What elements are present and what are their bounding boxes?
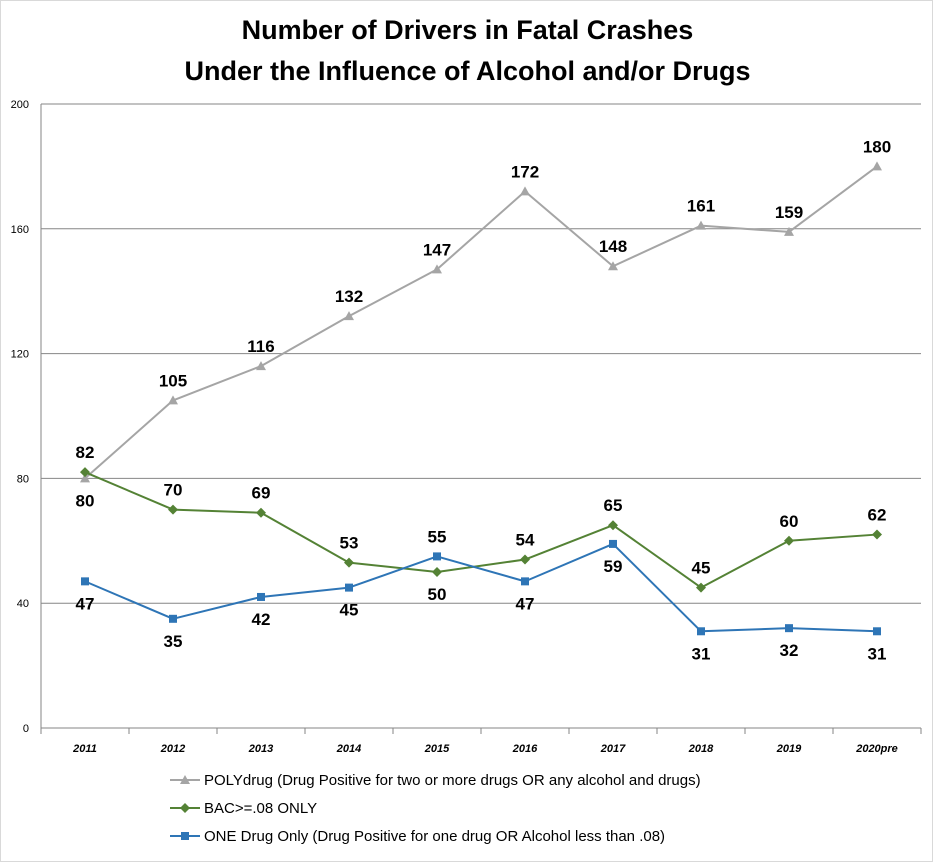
- data-label-polydrug: 148: [599, 237, 627, 256]
- legend-swatch-bac: [170, 803, 200, 813]
- legend-label-one-drug: ONE Drug Only (Drug Positive for one dru…: [204, 827, 666, 845]
- point-marker-one-drug: [609, 539, 617, 548]
- point-marker-polydrug: [344, 311, 354, 321]
- point-marker-one-drug: [433, 552, 441, 561]
- point-marker-polydrug: [432, 264, 442, 274]
- x-tick-label-2017: 2017: [600, 743, 626, 755]
- point-marker-one-drug: [521, 577, 529, 586]
- point-marker-bac: [344, 557, 354, 568]
- data-label-one-drug: 31: [692, 644, 711, 663]
- data-label-one-drug: 45: [340, 601, 359, 620]
- data-label-bac: 69: [252, 484, 271, 503]
- legend-item-polydrug: POLYdrug (Drug Positive for two or more …: [170, 766, 701, 794]
- data-label-polydrug: 180: [863, 137, 891, 156]
- data-label-polydrug: 161: [687, 197, 715, 216]
- point-marker-polydrug: [872, 161, 882, 171]
- point-marker-polydrug: [696, 220, 706, 230]
- data-label-bac: 65: [604, 496, 623, 515]
- point-marker-one-drug: [697, 627, 705, 636]
- y-tick-label-80: 80: [17, 473, 29, 485]
- point-marker-bac: [520, 554, 530, 565]
- data-label-polydrug: 132: [335, 287, 363, 306]
- x-tick-label-2014: 2014: [336, 743, 361, 755]
- data-label-bac: 54: [516, 531, 535, 550]
- legend-item-one-drug: ONE Drug Only (Drug Positive for one dru…: [170, 822, 701, 850]
- data-label-one-drug: 35: [164, 632, 183, 651]
- x-tick-label-2018: 2018: [688, 743, 714, 755]
- point-marker-bac: [872, 529, 882, 540]
- point-marker-bac: [784, 535, 794, 546]
- x-tick-label-2015: 2015: [424, 743, 450, 755]
- data-label-one-drug: 59: [604, 557, 623, 576]
- legend-item-bac: BAC>=.08 ONLY: [170, 794, 701, 822]
- point-marker-polydrug: [168, 395, 178, 405]
- point-marker-one-drug: [785, 624, 793, 633]
- data-label-bac: 50: [428, 585, 447, 604]
- legend-swatch-polydrug: [170, 775, 200, 784]
- point-marker-bac: [256, 507, 266, 518]
- x-tick-label-2020pre: 2020pre: [855, 743, 898, 755]
- data-label-polydrug: 80: [76, 491, 95, 510]
- x-tick-label-2019: 2019: [776, 743, 802, 755]
- x-tick-label-2013: 2013: [248, 743, 273, 755]
- point-marker-one-drug: [169, 614, 177, 623]
- data-label-bac: 82: [76, 443, 95, 462]
- data-label-one-drug: 47: [516, 594, 535, 613]
- data-label-polydrug: 147: [423, 240, 451, 259]
- point-marker-bac: [168, 504, 178, 515]
- data-label-bac: 60: [780, 512, 799, 531]
- point-marker-polydrug: [608, 261, 618, 271]
- y-tick-label-40: 40: [17, 598, 29, 610]
- point-marker-one-drug: [873, 627, 881, 636]
- data-label-one-drug: 31: [868, 644, 887, 663]
- point-marker-polydrug: [256, 361, 266, 371]
- series-line-one-drug: [84, 542, 878, 633]
- data-label-polydrug: 116: [247, 337, 274, 356]
- point-marker-one-drug: [257, 592, 265, 601]
- y-tick-label-160: 160: [11, 224, 29, 236]
- chart-title-line-2: Under the Influence of Alcohol and/or Dr…: [184, 56, 751, 86]
- point-marker-polydrug: [80, 473, 90, 483]
- point-marker-polydrug: [784, 226, 794, 236]
- point-marker-bac: [608, 520, 618, 531]
- data-label-one-drug: 47: [76, 594, 95, 613]
- data-label-one-drug: 55: [428, 527, 447, 546]
- data-label-polydrug: 172: [511, 162, 539, 181]
- x-tick-label-2016: 2016: [512, 743, 538, 755]
- chart-legend: POLYdrug (Drug Positive for two or more …: [170, 766, 701, 850]
- point-marker-bac: [432, 567, 442, 577]
- data-label-bac: 53: [340, 534, 359, 553]
- legend-swatch-one-drug: [170, 832, 200, 840]
- data-label-bac: 70: [164, 481, 183, 500]
- x-tick-label-2011: 2011: [72, 743, 97, 755]
- data-label-polydrug: 105: [159, 371, 187, 390]
- point-marker-bac: [696, 582, 706, 593]
- point-marker-one-drug: [345, 583, 353, 592]
- y-tick-label-200: 200: [11, 99, 29, 111]
- legend-label-bac: BAC>=.08 ONLY: [204, 799, 318, 817]
- point-marker-one-drug: [81, 577, 89, 586]
- x-tick-label-2012: 2012: [160, 743, 185, 755]
- series-line-polydrug: [84, 165, 878, 480]
- data-label-one-drug: 42: [252, 610, 271, 629]
- series-line-bac: [84, 471, 878, 589]
- data-label-bac: 45: [692, 559, 711, 578]
- y-tick-label-0: 0: [23, 723, 29, 735]
- point-marker-bac: [80, 467, 90, 478]
- data-label-polydrug: 159: [775, 203, 803, 222]
- data-label-one-drug: 32: [780, 641, 799, 660]
- point-marker-polydrug: [520, 186, 530, 196]
- y-tick-label-120: 120: [11, 349, 29, 361]
- data-label-bac: 62: [868, 506, 887, 525]
- legend-label-polydrug: POLYdrug (Drug Positive for two or more …: [204, 771, 701, 789]
- chart-title-line-1: Number of Drivers in Fatal Crashes: [241, 15, 694, 45]
